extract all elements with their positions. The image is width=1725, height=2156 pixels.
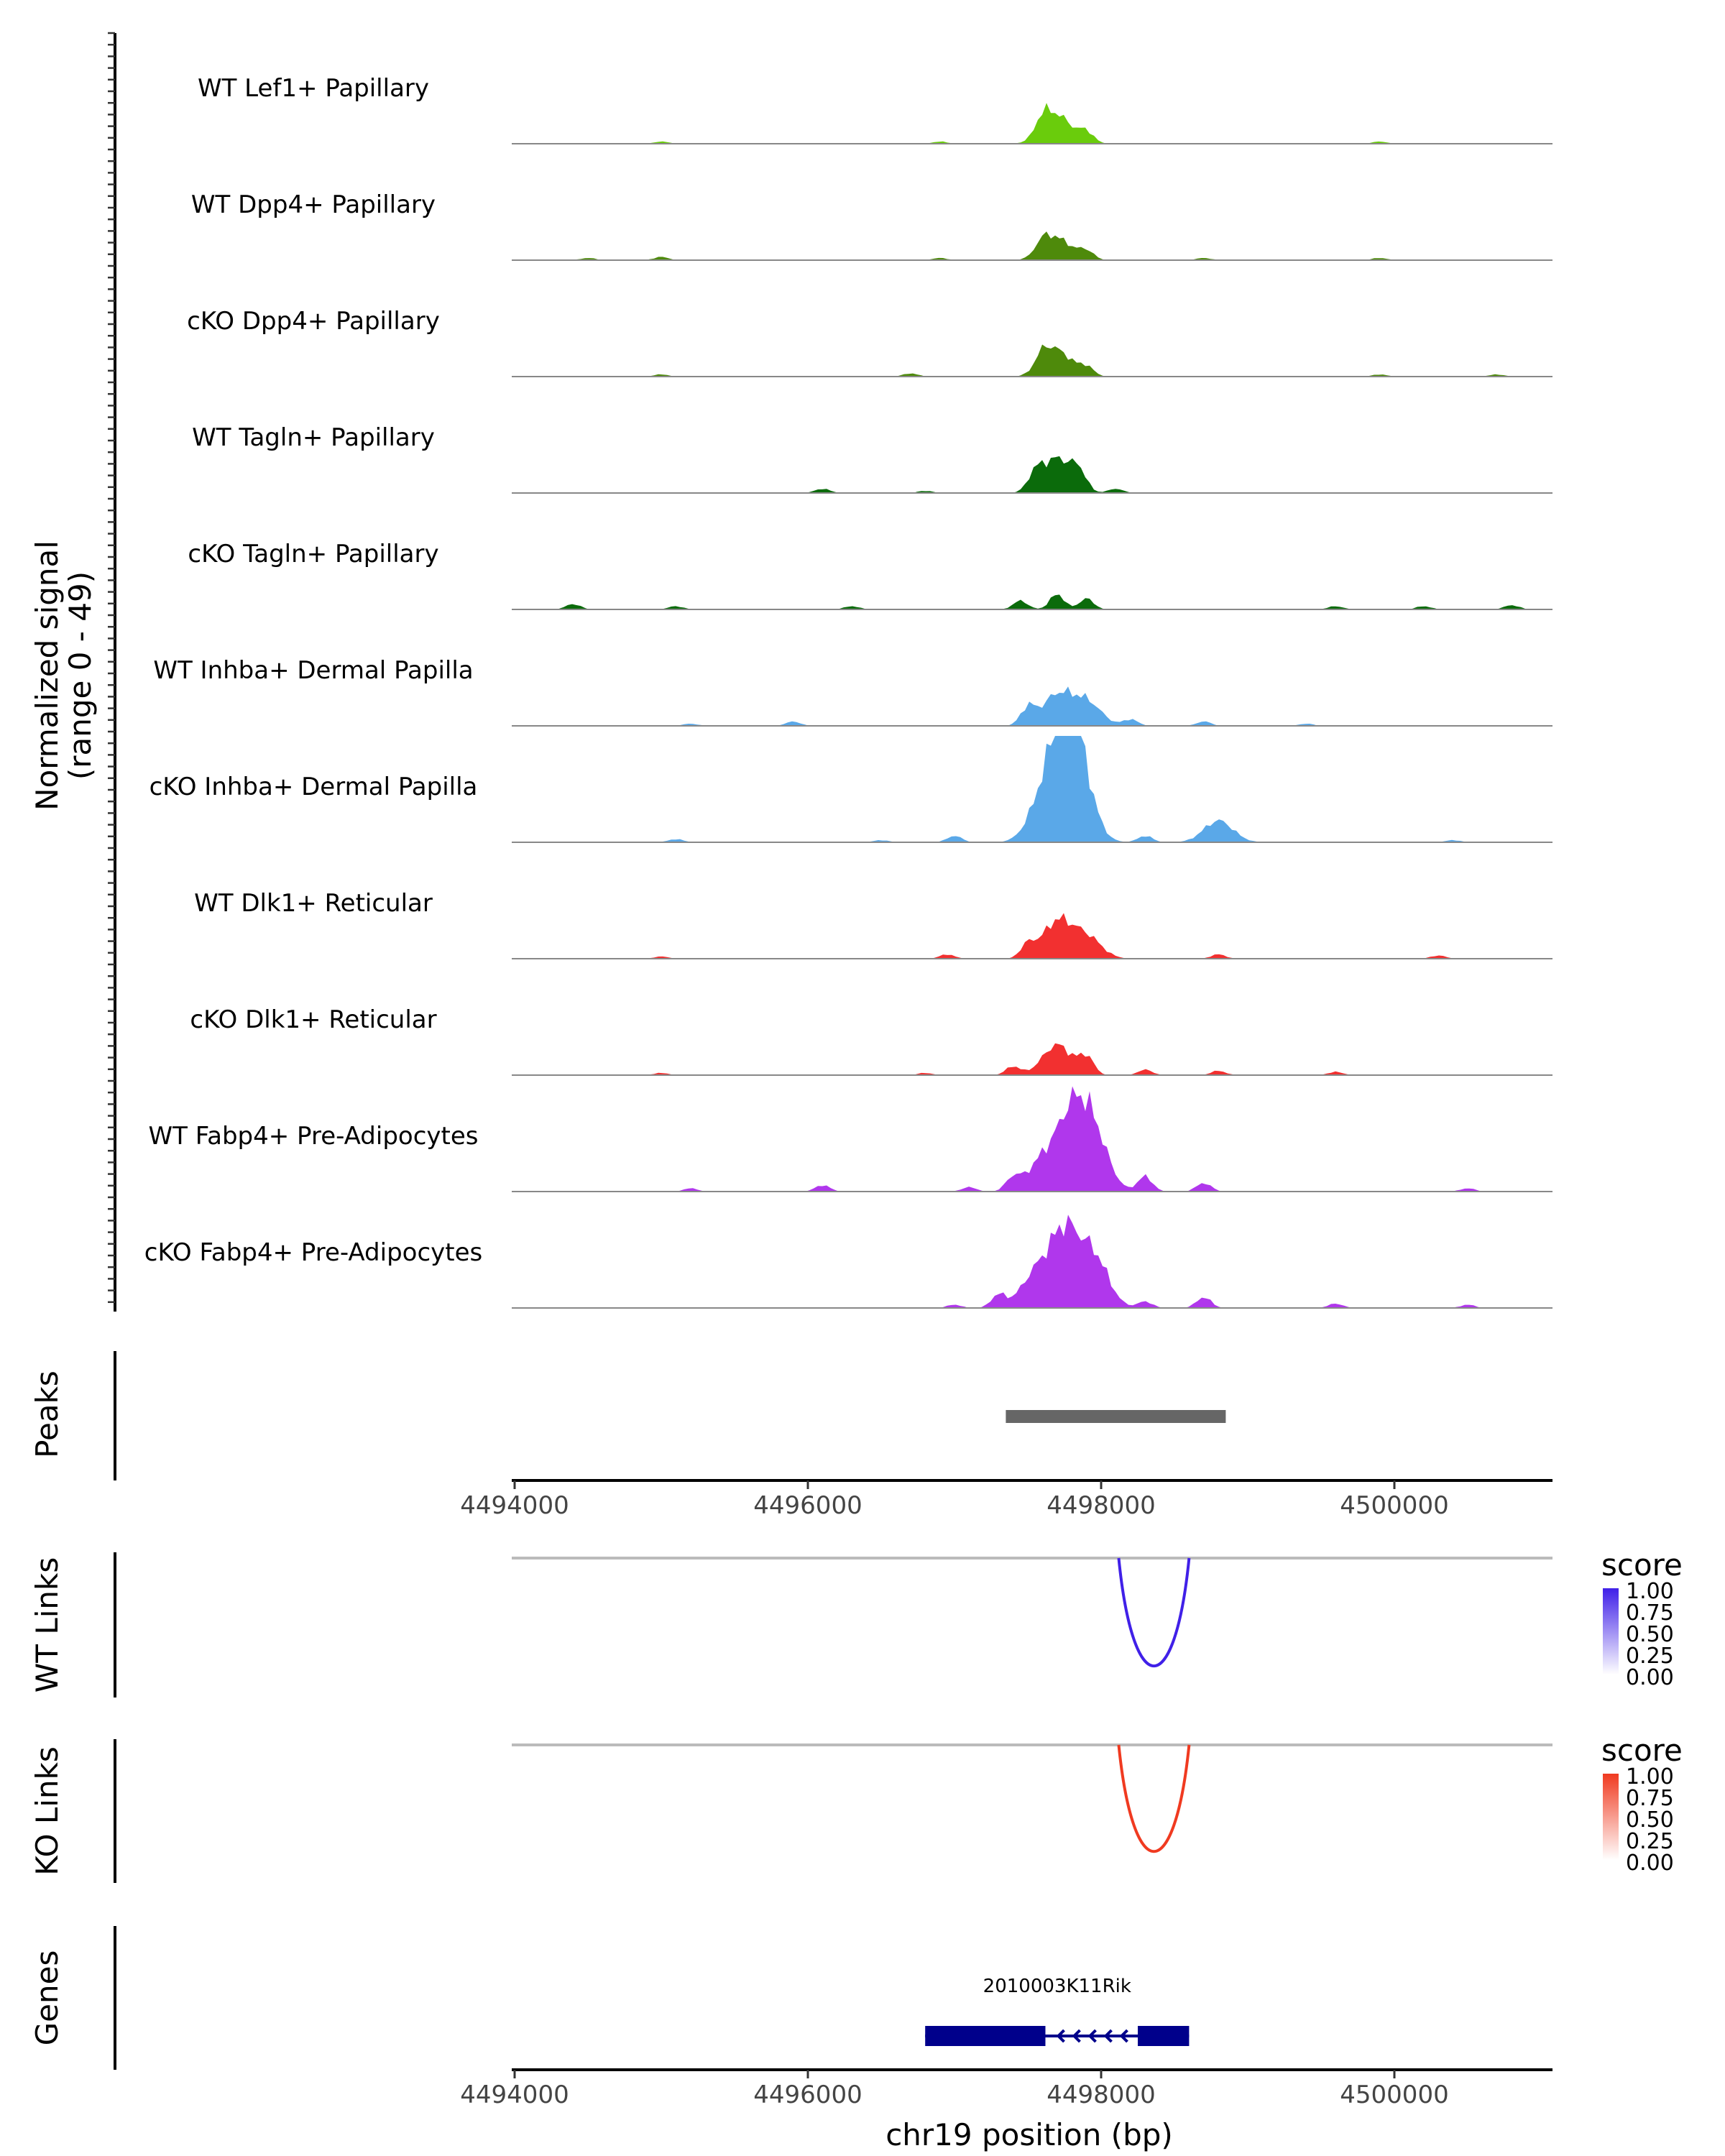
x-tick-label: 4496000: [753, 1491, 862, 1520]
peak-region: [1006, 1410, 1226, 1423]
strand-arrow: [1087, 2029, 1097, 2043]
coverage-area: [512, 344, 1552, 377]
link-arc: [1117, 1744, 1191, 1853]
coverage-area: [512, 1215, 1552, 1308]
x-tick-label: 4494000: [460, 1491, 569, 1520]
coverage-area: [512, 686, 1552, 726]
track-label: cKO Inhba+ Dermal Papilla: [150, 773, 478, 801]
coverage-area: [512, 456, 1552, 493]
x-tick-label: 4498000: [1046, 1491, 1155, 1520]
legend-label: 1.00: [1626, 1579, 1674, 1604]
strand-arrow: [1103, 2029, 1113, 2043]
x-tick-label: 4500000: [1340, 1491, 1448, 1520]
x-tick-label: 4494000: [460, 2081, 569, 2109]
peaks-track-label: Peaks: [29, 1370, 65, 1458]
gene-name: 2010003K11Rik: [983, 1976, 1131, 1997]
x-axis-lower: 4494000 4496000 4498000 4500000: [460, 2068, 1552, 2109]
track-label: WT Lef1+ Papillary: [198, 74, 429, 103]
link-arc: [1117, 1557, 1191, 1668]
x-tick-label: 4496000: [753, 2081, 862, 2109]
coverage-tracks: WT Lef1+ Papillary WT Dpp4+ Papillary cKO …: [144, 74, 1552, 1309]
legend-colorbar: [1603, 1588, 1619, 1674]
links-track-label: WT Links: [29, 1557, 65, 1692]
coverage-area: [512, 1043, 1552, 1075]
legend-label: 0.50: [1626, 1622, 1674, 1647]
coverage-y-axis-title: Normalized signal: [29, 540, 65, 811]
x-tick-label: 4498000: [1046, 2081, 1155, 2109]
track-label: cKO Tagln+ Papillary: [188, 540, 438, 568]
x-tick-label: 4500000: [1340, 2081, 1448, 2109]
strand-arrow: [1056, 2029, 1065, 2043]
track-label: WT Dlk1+ Reticular: [194, 889, 433, 918]
peaks-track: Peaks: [29, 1351, 1226, 1480]
legend-label: 0.00: [1626, 1665, 1674, 1690]
legend-colorbar: [1603, 1774, 1619, 1860]
genes-track: Genes 2010003K11Rik: [29, 1926, 1190, 2070]
legend-label: 0.00: [1626, 1851, 1674, 1876]
legend-label: 0.25: [1626, 1829, 1674, 1854]
x-axis-title: chr19 position (bp): [886, 2117, 1173, 2152]
coverage-y-axis: [108, 32, 116, 1312]
legend-label: 0.75: [1626, 1786, 1674, 1811]
coverage-area: [512, 736, 1552, 842]
coverage-area: [512, 1086, 1552, 1192]
legend-label: 0.50: [1626, 1807, 1674, 1833]
track-label: WT Fabp4+ Pre-Adipocytes: [149, 1122, 479, 1151]
legend-label: 0.75: [1626, 1600, 1674, 1626]
legend-title: score: [1601, 1547, 1683, 1583]
genes-track-label: Genes: [29, 1950, 65, 2046]
coverage-area: [512, 594, 1552, 609]
strand-arrow: [1119, 2029, 1128, 2043]
track-label: WT Tagln+ Papillary: [192, 423, 435, 452]
strand-arrow: [1072, 2029, 1081, 2043]
coverage-y-axis-range: (range 0 - 49): [63, 571, 98, 780]
gene-exon: [1138, 2026, 1190, 2046]
track-label: cKO Dpp4+ Papillary: [187, 307, 440, 336]
legend-title: score: [1601, 1733, 1683, 1768]
track-label: WT Dpp4+ Papillary: [191, 190, 436, 219]
x-axis-upper: 4494000 4496000 4498000 4500000: [460, 1479, 1552, 1520]
legend-label: 0.25: [1626, 1644, 1674, 1669]
coverage-area: [512, 231, 1552, 260]
coverage-area: [512, 913, 1552, 959]
coverage-area: [512, 103, 1552, 144]
track-label: WT Inhba+ Dermal Papilla: [153, 656, 473, 685]
track-label: cKO Dlk1+ Reticular: [190, 1005, 436, 1034]
track-label: cKO Fabp4+ Pre-Adipocytes: [144, 1238, 483, 1267]
legend-label: 1.00: [1626, 1764, 1674, 1789]
links-track-label: KO Links: [29, 1746, 65, 1876]
gene-exon: [925, 2026, 1046, 2046]
